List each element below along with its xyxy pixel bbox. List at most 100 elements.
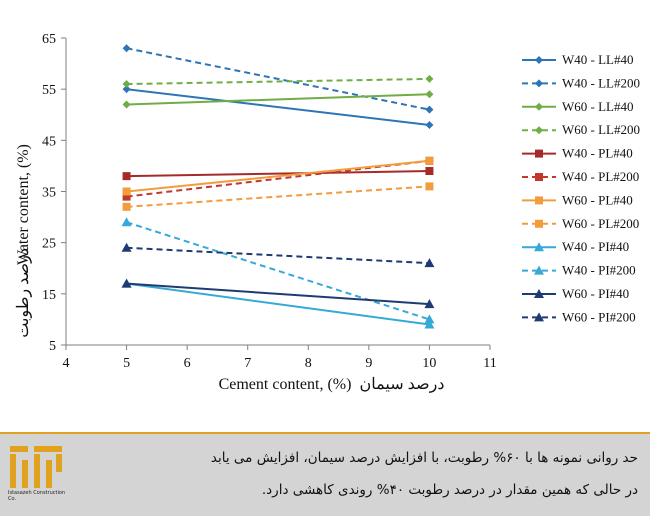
data-point xyxy=(122,100,131,109)
series-line xyxy=(126,282,430,306)
legend-entry: W40 - PI#200 xyxy=(522,263,636,278)
data-point xyxy=(122,85,131,94)
series xyxy=(122,156,434,196)
legend-entry: W60 - LL#40 xyxy=(522,99,633,114)
legend-label: W40 - PL#200 xyxy=(562,169,639,184)
legend-swatch-marker xyxy=(534,312,544,322)
legend-label: W40 - PL#40 xyxy=(562,146,633,161)
legend-entry: W60 - LL#200 xyxy=(522,122,640,137)
y-tick-label: 25 xyxy=(42,237,56,252)
data-point xyxy=(425,167,434,176)
legend-entry: W60 - PL#200 xyxy=(522,216,639,231)
legend-swatch-marker xyxy=(535,79,543,88)
chart-legend: W40 - LL#40 W40 - LL#200 W60 - LL#40 W60 - … xyxy=(522,52,640,324)
y-tick-label: 65 xyxy=(42,32,56,47)
legend-entry: W40 - LL#40 xyxy=(522,52,633,67)
series xyxy=(122,74,434,89)
legend-swatch-marker xyxy=(535,196,543,205)
legend-label: W40 - PI#40 xyxy=(562,239,629,254)
data-point xyxy=(425,90,434,99)
series xyxy=(121,217,435,324)
legend-entry: W40 - PL#200 xyxy=(522,169,639,184)
caption-text: حد روانی نمونه ها با ۶۰% رطوبت، با افزای… xyxy=(118,442,638,506)
data-point xyxy=(122,172,131,181)
legend-entry: W40 - LL#200 xyxy=(522,75,640,90)
series xyxy=(122,167,434,181)
x-tick-label: 5 xyxy=(123,356,130,371)
y-tick-label: 45 xyxy=(42,134,56,149)
data-point xyxy=(424,299,435,309)
legend-entry: W60 - PL#40 xyxy=(522,192,633,207)
data-point xyxy=(425,105,434,114)
data-point xyxy=(425,156,434,165)
data-point xyxy=(122,187,131,196)
caption-line-2: در حالی که همین مقدار در درصد رطوبت ۴۰% … xyxy=(261,482,638,498)
legend-entry: W40 - PL#40 xyxy=(522,146,633,161)
x-tick-label: 8 xyxy=(305,356,312,371)
legend-swatch-marker xyxy=(535,102,543,111)
legend-swatch-marker xyxy=(534,289,544,298)
data-point xyxy=(121,242,132,252)
legend-label: W40 - LL#200 xyxy=(562,75,640,90)
series-line xyxy=(126,246,430,265)
caption-panel: حد روانی نمونه ها با ۶۰% رطوبت، با افزای… xyxy=(0,432,650,516)
y-tick-label: 5 xyxy=(49,339,56,354)
y-tick-label: 55 xyxy=(42,83,56,98)
x-tick-label: 7 xyxy=(244,356,251,371)
x-tick-label: 10 xyxy=(422,356,436,371)
legend-label: W60 - PL#200 xyxy=(562,216,639,231)
x-axis-label-persian: درصد سیمان xyxy=(360,376,445,393)
legend-label: W40 - LL#40 xyxy=(562,52,633,67)
data-point xyxy=(122,44,131,53)
legend-swatch-marker xyxy=(535,56,543,64)
series xyxy=(122,85,434,129)
data-point xyxy=(122,202,131,211)
series-line xyxy=(126,77,430,86)
legend-label: W60 - PI#200 xyxy=(562,309,636,324)
legend-swatch-marker xyxy=(535,173,543,181)
data-point xyxy=(424,258,435,268)
data-point xyxy=(424,319,435,329)
legend-label: W60 - PL#40 xyxy=(562,192,633,207)
logo-caption: Istasazeh Construction Co. xyxy=(8,490,66,502)
legend-label: W60 - LL#200 xyxy=(562,122,640,137)
series xyxy=(122,90,434,109)
data-point xyxy=(425,120,434,129)
data-point xyxy=(121,217,132,227)
data-point xyxy=(425,182,434,191)
y-axis-label: Water content, (%) xyxy=(15,144,32,265)
series xyxy=(122,156,434,201)
series xyxy=(121,242,435,268)
data-point xyxy=(424,314,435,324)
data-point xyxy=(425,74,434,83)
series-line xyxy=(126,88,430,126)
series xyxy=(122,44,434,114)
legend-label: W40 - PI#200 xyxy=(562,263,636,278)
x-axis-label: Cement content, (%) xyxy=(219,376,352,393)
y-tick-label: 15 xyxy=(42,288,56,303)
x-tick-label: 11 xyxy=(483,356,496,371)
data-point xyxy=(122,80,131,89)
x-tick-label: 4 xyxy=(63,356,70,371)
series xyxy=(121,278,435,309)
data-point xyxy=(122,192,131,201)
legend-label: W60 - LL#40 xyxy=(562,99,633,114)
series-line xyxy=(126,159,430,193)
series-line xyxy=(126,93,430,106)
y-tick-label: 35 xyxy=(42,186,56,201)
data-point xyxy=(121,278,132,288)
series-line xyxy=(126,170,430,178)
legend-entry: W40 - PI#40 xyxy=(522,239,629,254)
series-line xyxy=(126,185,430,208)
legend-entry: W60 - PI#40 xyxy=(522,286,629,301)
x-tick-label: 9 xyxy=(365,356,372,371)
legend-swatch-marker xyxy=(535,149,543,158)
series-line xyxy=(126,47,430,111)
chart-plot-area xyxy=(121,44,435,329)
y-axis-label-persian: درصد رطوبت xyxy=(15,248,32,338)
series-line xyxy=(126,221,430,321)
legend-entry: W60 - PI#200 xyxy=(522,309,636,324)
legend-swatch-marker xyxy=(535,219,543,228)
